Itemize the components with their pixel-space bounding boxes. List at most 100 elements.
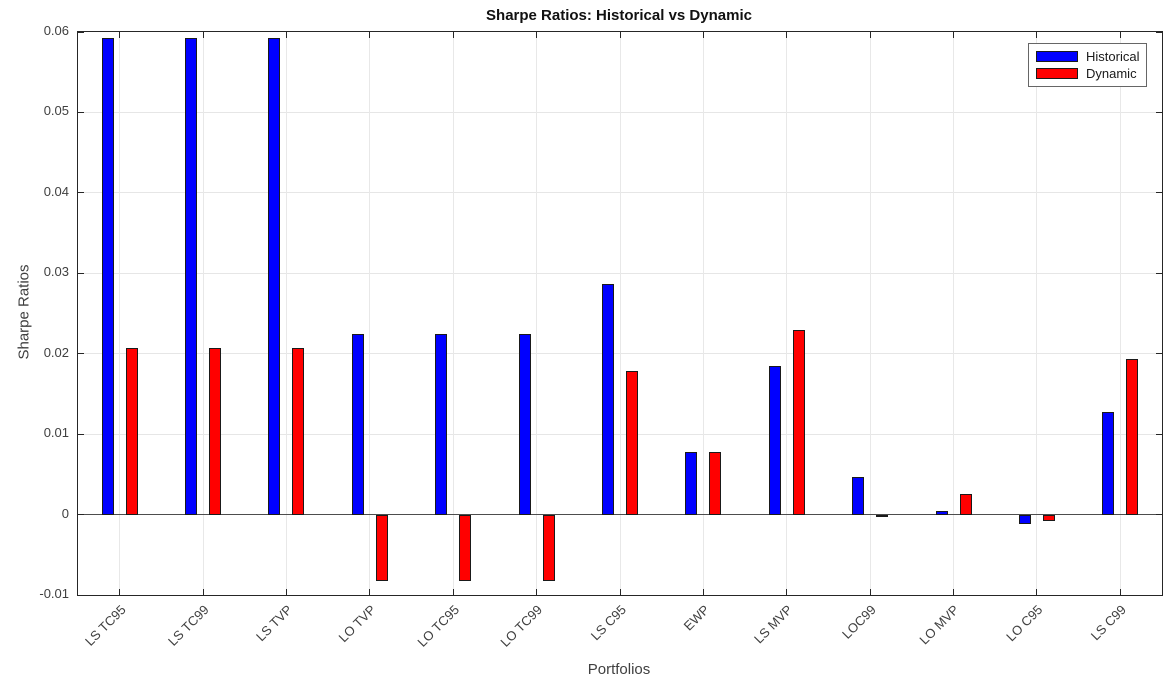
y-tick: [78, 31, 84, 33]
bar-historical-ls-c99: [1102, 412, 1115, 515]
x-tick-label-text: LS MVP: [751, 602, 796, 647]
bar-historical-lo-c95: [1018, 514, 1031, 525]
x-tick: [953, 32, 955, 38]
chart-title: Sharpe Ratios: Historical vs Dynamic: [486, 7, 752, 24]
x-tick: [702, 589, 704, 595]
x-tick-label-text: LOC99: [839, 602, 879, 642]
bar-historical-ls-tvp: [268, 37, 281, 515]
v-gridline: [119, 32, 121, 595]
x-tick-label-text: LO C95: [1003, 602, 1046, 645]
x-tick-label-text: LO TC95: [414, 602, 462, 650]
x-tick: [619, 589, 621, 595]
y-tick: [1156, 353, 1162, 355]
y-tick-label: -0.01: [39, 586, 69, 601]
x-tick: [285, 32, 287, 38]
x-tick: [369, 589, 371, 595]
bar-dynamic-lo-tc95: [459, 514, 472, 582]
x-tick: [119, 589, 121, 595]
bar-dynamic-ls-tc99: [209, 348, 222, 515]
y-tick-label: 0: [61, 505, 69, 521]
bar-dynamic-loc99: [876, 514, 889, 517]
legend: Historical Dynamic: [1028, 43, 1147, 87]
bar-historical-ls-mvp: [768, 365, 781, 515]
x-tick-label-text: EWP: [680, 602, 712, 634]
y-tick: [78, 514, 84, 516]
legend-item-dynamic: Dynamic: [1036, 65, 1146, 82]
x-tick: [452, 589, 454, 595]
y-tick: [78, 111, 84, 113]
bar-historical-lo-tvp: [351, 333, 364, 515]
historical-color-swatch: [1036, 51, 1078, 62]
x-tick-label-text: LO MVP: [916, 602, 963, 648]
y-tick: [1156, 111, 1162, 113]
y-tick: [1156, 433, 1162, 435]
legend-label-historical: Historical: [1086, 49, 1140, 64]
x-tick: [1119, 589, 1121, 595]
bar-historical-ewp: [685, 451, 698, 515]
x-tick: [536, 32, 538, 38]
y-tick: [78, 272, 84, 274]
v-gridline: [202, 32, 204, 595]
y-tick-label: 0.05: [43, 103, 69, 119]
x-tick-label-text: LS TC95: [81, 602, 129, 649]
x-tick: [953, 589, 955, 595]
y-tick: [1156, 31, 1162, 33]
bar-dynamic-ls-tc95: [125, 348, 138, 515]
v-gridline: [869, 32, 871, 595]
bar-historical-lo-tc99: [518, 333, 531, 515]
x-axis-label: Portfolios: [587, 661, 651, 678]
bar-historical-ls-tc99: [185, 37, 198, 515]
x-tick-label-text: LS TC99: [164, 602, 212, 649]
x-tick: [1036, 589, 1038, 595]
x-tick: [619, 32, 621, 38]
x-tick: [369, 32, 371, 38]
bar-dynamic-ls-c95: [626, 371, 638, 515]
v-gridline: [369, 32, 371, 595]
bar-dynamic-lo-tvp: [375, 514, 388, 582]
v-gridline: [619, 32, 621, 595]
dynamic-color-swatch: [1036, 68, 1078, 79]
v-gridline: [786, 32, 788, 595]
bar-dynamic-ls-tvp: [292, 348, 305, 515]
v-gridline: [953, 32, 955, 595]
x-tick: [202, 32, 204, 38]
y-tick: [78, 353, 84, 355]
bar-dynamic-ewp: [709, 451, 722, 515]
y-tick-label: 0.01: [43, 425, 69, 441]
y-tick: [1156, 192, 1162, 194]
y-tick: [78, 594, 84, 596]
x-tick: [1036, 32, 1038, 38]
v-gridline: [1036, 32, 1038, 595]
x-tick-label-text: LO TC99: [497, 602, 546, 650]
plot-area: [77, 31, 1163, 596]
y-tick: [1156, 594, 1162, 596]
x-tick-label-text: LS C95: [587, 602, 629, 644]
x-tick: [869, 589, 871, 595]
y-tick-label: 0.02: [43, 344, 69, 360]
x-tick: [702, 32, 704, 38]
x-tick-label-text: LO TVP: [335, 602, 379, 646]
v-gridline: [285, 32, 287, 595]
y-tick-label: 0.03: [43, 264, 69, 280]
x-tick: [285, 589, 287, 595]
legend-label-dynamic: Dynamic: [1086, 66, 1137, 81]
v-gridline: [536, 32, 538, 595]
v-gridline: [1119, 32, 1121, 595]
x-tick: [786, 589, 788, 595]
legend-item-historical: Historical: [1036, 48, 1146, 65]
v-gridline: [702, 32, 704, 595]
bar-dynamic-ls-mvp: [792, 329, 805, 515]
bar-dynamic-lo-tc99: [542, 514, 555, 582]
v-gridline: [452, 32, 454, 595]
x-tick: [786, 32, 788, 38]
y-tick-label: 0.06: [43, 23, 69, 38]
bar-dynamic-ls-c99: [1126, 358, 1139, 515]
bar-historical-ls-tc95: [101, 37, 114, 515]
y-tick: [1156, 272, 1162, 274]
x-tick-label-text: LS TVP: [252, 602, 296, 645]
bar-historical-lo-tc95: [435, 333, 448, 515]
x-tick: [869, 32, 871, 38]
bar-historical-loc99: [852, 476, 865, 515]
y-tick: [1156, 514, 1162, 516]
